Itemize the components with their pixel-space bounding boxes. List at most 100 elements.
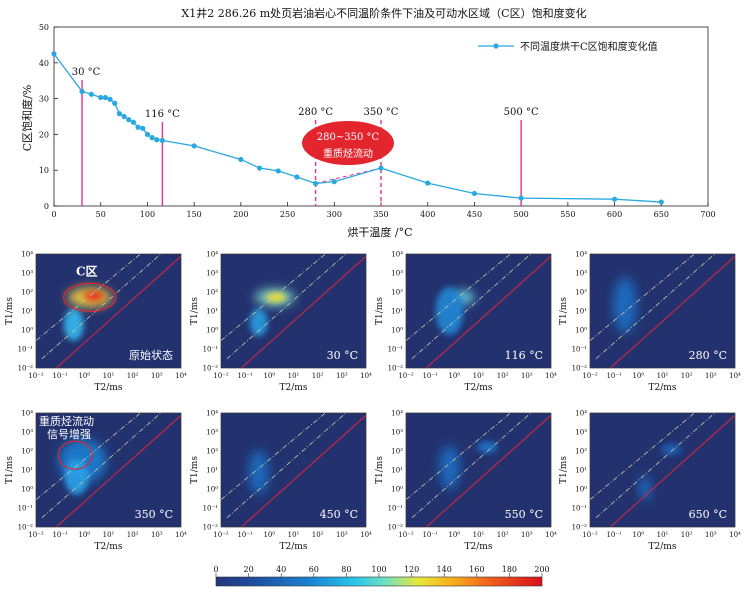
y-tick-label: 10⁰ xyxy=(575,327,587,335)
x-tick-label: 10⁻² xyxy=(398,531,414,539)
legend-label: 不同温度烘干C区饱和度变化值 xyxy=(520,40,658,53)
panel-label: 450 °C xyxy=(320,508,358,521)
y-tick-label: 10⁴ xyxy=(575,251,587,259)
y-tick-label: 10⁴ xyxy=(206,251,218,259)
heatmap-y-label: T1/ms xyxy=(5,456,15,484)
data-point xyxy=(518,195,524,201)
y-tick-label: 10⁻¹ xyxy=(388,346,404,354)
signal-enhancement-label: 信号增强 xyxy=(47,427,91,441)
x-tick-label: 10¹ xyxy=(288,531,300,539)
y-tick-label: 10⁰ xyxy=(21,327,33,335)
y-tick-label: 10⁻¹ xyxy=(203,346,219,354)
heatmap-background xyxy=(590,413,735,527)
heatmap-y-label: T1/ms xyxy=(559,297,569,325)
x-tick-label: 10⁴ xyxy=(175,531,187,539)
x-tick-label: 10⁻² xyxy=(28,531,44,539)
heatmap-frame xyxy=(35,412,182,528)
c-zone-circle xyxy=(63,282,117,312)
panel-label: 30 °C xyxy=(327,349,358,362)
signal-blob xyxy=(439,445,460,490)
x-tick-label: 10² xyxy=(497,372,509,380)
x-tick-label: 10¹ xyxy=(657,372,669,380)
colorbar-tick-label: 120 xyxy=(404,565,419,574)
data-point xyxy=(116,111,122,117)
data-point xyxy=(140,125,146,131)
data-point xyxy=(130,119,137,125)
heatmap-frame xyxy=(35,253,182,369)
y-tick-label: 10⁰ xyxy=(206,486,218,494)
heatmap-signal xyxy=(590,254,735,368)
colorbar-tick-label: 200 xyxy=(534,565,549,574)
panel-label: 原始状态 xyxy=(129,348,173,362)
x-tick-label: 10⁻¹ xyxy=(52,372,68,380)
t1-t2-ratio-line-a xyxy=(590,413,695,500)
y-tick-label: 10⁻² xyxy=(388,524,404,532)
heatmap-panel: 10⁻²10⁻² 10⁻¹ 10⁻¹ 10⁰ 10⁰ 10¹ 10¹ 10² 10² 10³ 10³… xyxy=(375,410,557,553)
annotation-line1: 280~350 °C xyxy=(317,132,380,143)
heatmap-background xyxy=(221,413,366,527)
heatmap-background xyxy=(221,254,366,368)
panel-label: 650 °C xyxy=(689,508,727,521)
y-tick-label: 10⁻¹ xyxy=(388,505,404,513)
colorbar-tick-label: 160 xyxy=(469,565,484,574)
x-tick-label: 450 xyxy=(467,210,482,219)
heatmap-signal xyxy=(406,413,551,527)
heatmap-y-label: T1/ms xyxy=(375,297,385,325)
data-point xyxy=(126,117,132,123)
y-tick-label: 10⁰ xyxy=(206,327,218,335)
y-tick-label: 50 xyxy=(39,23,49,32)
heatmap-x-label: T2/ms xyxy=(649,542,677,552)
x-tick-label: 10³ xyxy=(705,531,717,539)
y-tick-label: 10⁻² xyxy=(388,365,404,373)
colorbar-tick-label: 20 xyxy=(244,565,254,574)
x-tick-label: 500 xyxy=(514,210,529,219)
annotation-line2: 重质烃流动 xyxy=(323,147,373,160)
y-tick-label: 10¹ xyxy=(391,467,403,475)
y-tick-label: 10³ xyxy=(206,429,218,437)
y-tick-label: 10⁰ xyxy=(21,486,33,494)
data-point xyxy=(611,196,618,202)
y-tick-label: 10⁻² xyxy=(18,524,34,532)
t1-equals-t2-line xyxy=(609,255,735,368)
y-tick-label: 10² xyxy=(21,289,33,297)
signal-blob xyxy=(477,441,498,454)
heatmap-frame xyxy=(405,412,552,528)
y-tick-label: 10⁰ xyxy=(391,486,403,494)
heatmap-x-label: T2/ms xyxy=(649,383,677,393)
heatmap-y-label: T1/ms xyxy=(559,456,569,484)
heatmap-x-label: T2/ms xyxy=(280,542,308,552)
x-tick-label: 10⁴ xyxy=(545,531,557,539)
x-tick-label: 10⁰ xyxy=(448,531,460,539)
x-tick-label: 200 xyxy=(233,210,248,219)
t1-t2-ratio-line-b xyxy=(226,413,346,519)
heatmap-signal xyxy=(221,254,366,368)
signal-enhancement-label: 重质烃流动 xyxy=(39,414,94,428)
y-tick-label: 10⁴ xyxy=(206,410,218,418)
data-point xyxy=(135,124,141,130)
y-tick-label: 10⁻¹ xyxy=(572,505,588,513)
x-tick-label: 50 xyxy=(96,210,106,219)
y-tick-label: 10² xyxy=(575,448,587,456)
y-tick-label: 0 xyxy=(44,202,49,211)
t1-t2-ratio-line-a xyxy=(221,413,326,500)
data-point xyxy=(294,174,300,180)
t1-t2-ratio-line-b xyxy=(226,254,346,360)
data-point xyxy=(256,165,263,171)
y-tick-label: 10³ xyxy=(21,270,33,278)
heatmap-frame xyxy=(220,253,367,369)
data-point xyxy=(107,96,113,102)
data-point xyxy=(331,179,337,185)
heatmap-x-label: T2/ms xyxy=(95,542,123,552)
signal-blob xyxy=(612,277,637,334)
t1-equals-t2-line xyxy=(55,414,181,527)
t1-t2-ratio-line-b xyxy=(41,254,161,360)
x-tick-label: 10³ xyxy=(151,531,163,539)
heatmap-frame xyxy=(589,253,736,369)
temperature-marker-label: 500 °C xyxy=(504,107,539,118)
data-point xyxy=(79,88,85,95)
y-tick-label: 10¹ xyxy=(206,467,218,475)
data-point xyxy=(154,137,160,143)
t1-t2-ratio-line-b xyxy=(41,413,161,519)
signal-enhancement-circle xyxy=(57,440,93,470)
